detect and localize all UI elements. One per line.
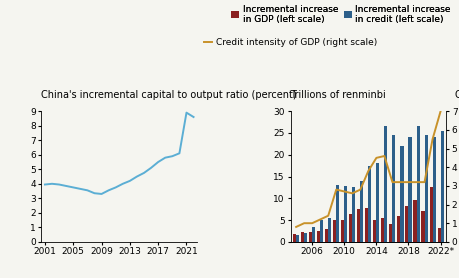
Bar [308, 232, 312, 242]
Text: Trillions of renminbi: Trillions of renminbi [290, 90, 386, 100]
Bar [404, 206, 408, 242]
Bar [431, 137, 435, 242]
Bar [357, 209, 359, 242]
Bar [352, 187, 355, 242]
Bar [400, 146, 403, 242]
Bar [359, 181, 363, 242]
Bar [332, 220, 336, 242]
Bar [336, 185, 339, 242]
Bar [343, 186, 347, 242]
Bar [312, 227, 314, 242]
Bar [375, 163, 379, 242]
Text: Credit intensity of GDP: Credit intensity of GDP [454, 90, 459, 100]
Bar [424, 135, 427, 242]
Bar [325, 229, 328, 242]
Bar [413, 200, 415, 242]
Bar [292, 234, 296, 242]
Bar [408, 137, 411, 242]
Bar [397, 216, 400, 242]
Bar [415, 126, 419, 242]
Bar [328, 218, 330, 242]
Bar [301, 232, 303, 242]
Legend: Credit intensity of GDP (right scale): Credit intensity of GDP (right scale) [204, 38, 376, 47]
Bar [296, 235, 298, 242]
Bar [303, 233, 307, 242]
Bar [319, 220, 323, 242]
Bar [440, 131, 442, 242]
Bar [420, 211, 424, 242]
Bar [364, 208, 368, 242]
Bar [368, 166, 370, 242]
Bar [388, 224, 392, 242]
Bar [341, 220, 343, 242]
Bar [381, 218, 384, 242]
Bar [348, 214, 352, 242]
Text: China's incremental capital to output ratio (percent): China's incremental capital to output ra… [41, 90, 297, 100]
Bar [384, 126, 386, 242]
Bar [392, 135, 395, 242]
Bar [373, 220, 375, 242]
Bar [429, 187, 431, 242]
Legend: Incremental increase
in GDP (left scale), Incremental increase
in credit (left s: Incremental increase in GDP (left scale)… [230, 4, 450, 24]
Bar [316, 231, 319, 242]
Bar [437, 228, 440, 242]
